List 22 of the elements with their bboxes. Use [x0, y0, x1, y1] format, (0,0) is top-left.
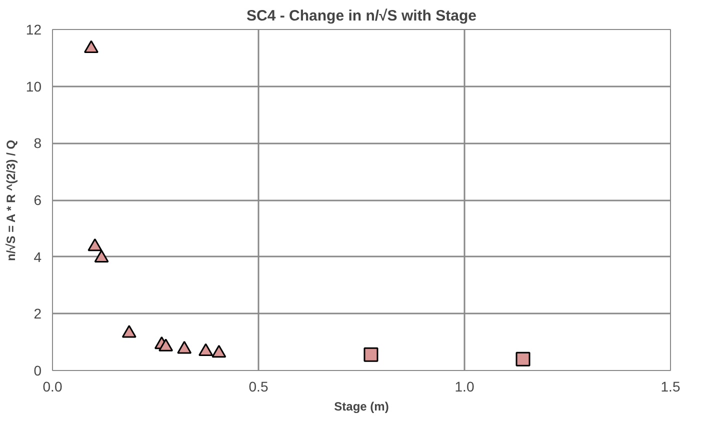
y-tick-label: 12: [26, 22, 42, 38]
point: [88, 238, 102, 252]
y-tick-label: 6: [34, 192, 42, 208]
x-axis-title: Stage (m): [334, 400, 389, 414]
point: [212, 344, 226, 358]
point: [122, 325, 136, 338]
x-tick-label: 0.0: [42, 378, 62, 394]
y-tick-label: 2: [34, 306, 42, 322]
x-tick-label: 1.5: [660, 378, 680, 394]
x-tick-label: 0.5: [248, 378, 268, 394]
point: [198, 343, 214, 356]
chart-title: SC4 - Change in n/√S with Stage: [246, 8, 476, 24]
point: [177, 340, 192, 354]
point: [94, 250, 109, 262]
y-tick-label: 10: [26, 78, 42, 94]
point: [84, 40, 98, 54]
y-tick-label: 8: [34, 135, 42, 152]
y-axis-title: n/√S = A * R ^(2/3) / Q: [4, 140, 18, 261]
y-tick-label: 0: [34, 362, 42, 378]
y-tick-label: 4: [34, 248, 42, 265]
point: [158, 338, 174, 352]
x-tick-label: 1.0: [454, 378, 474, 394]
